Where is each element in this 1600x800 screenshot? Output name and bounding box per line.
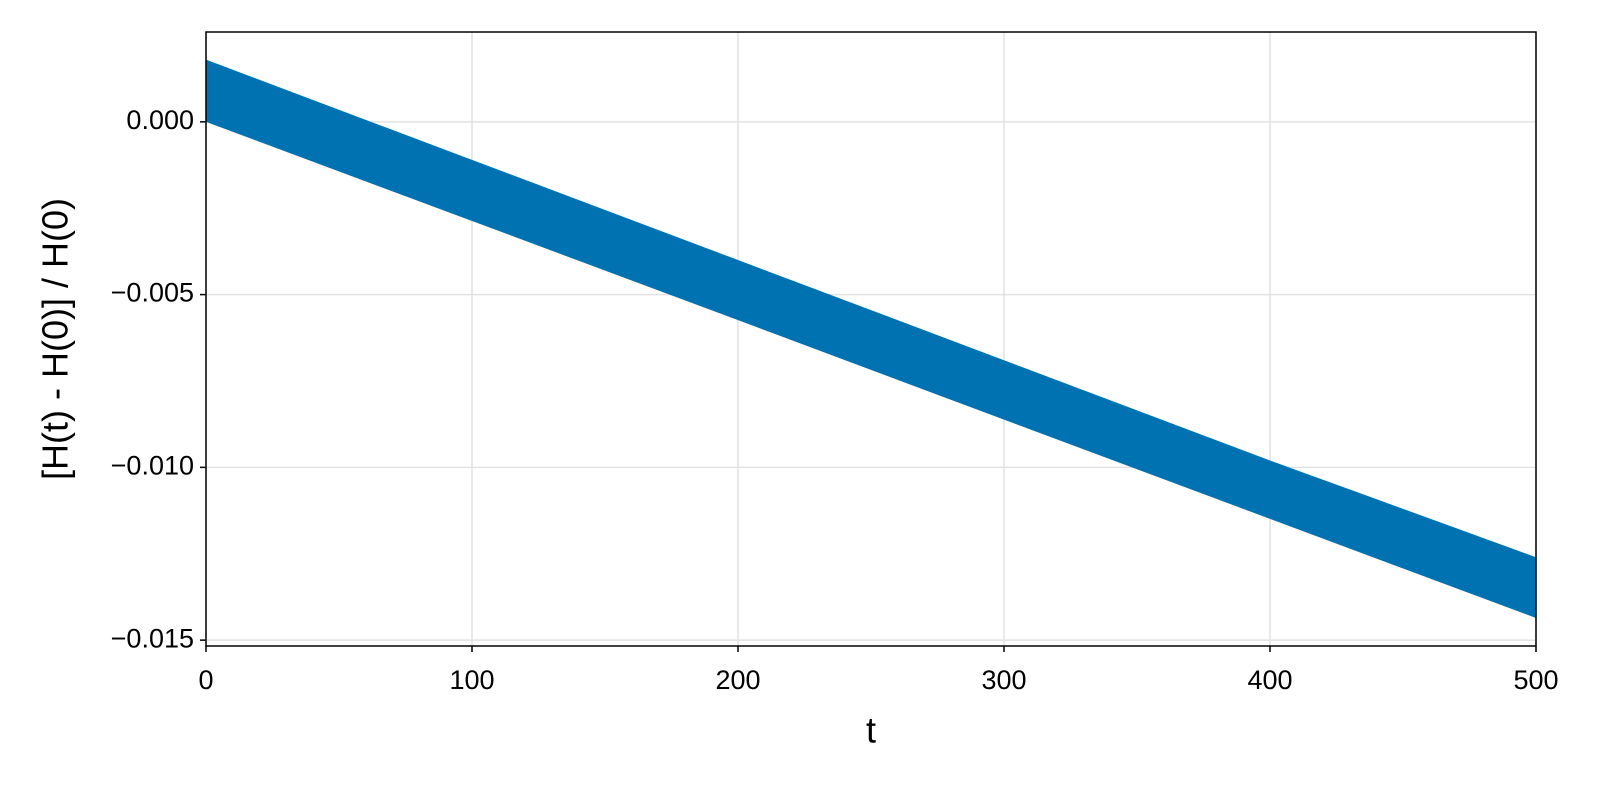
x-tick-label: 500: [1513, 665, 1558, 695]
y-tick-label: 0.000: [126, 105, 194, 135]
x-axis-label: t: [866, 710, 876, 751]
band: [206, 59, 1536, 619]
y-axis-label: [H(t) - H(0)] / H(0): [35, 198, 76, 480]
plot-frame: [205, 31, 1537, 647]
y-tick-label: −0.010: [111, 450, 194, 480]
y-tick-label: −0.015: [111, 623, 194, 653]
y-tick-label: −0.005: [111, 278, 194, 308]
x-tick-label: 0: [198, 665, 213, 695]
x-tick-label: 200: [715, 665, 760, 695]
x-tick-label: 300: [981, 665, 1026, 695]
x-tick-label: 100: [449, 665, 494, 695]
x-tick-label: 400: [1247, 665, 1292, 695]
